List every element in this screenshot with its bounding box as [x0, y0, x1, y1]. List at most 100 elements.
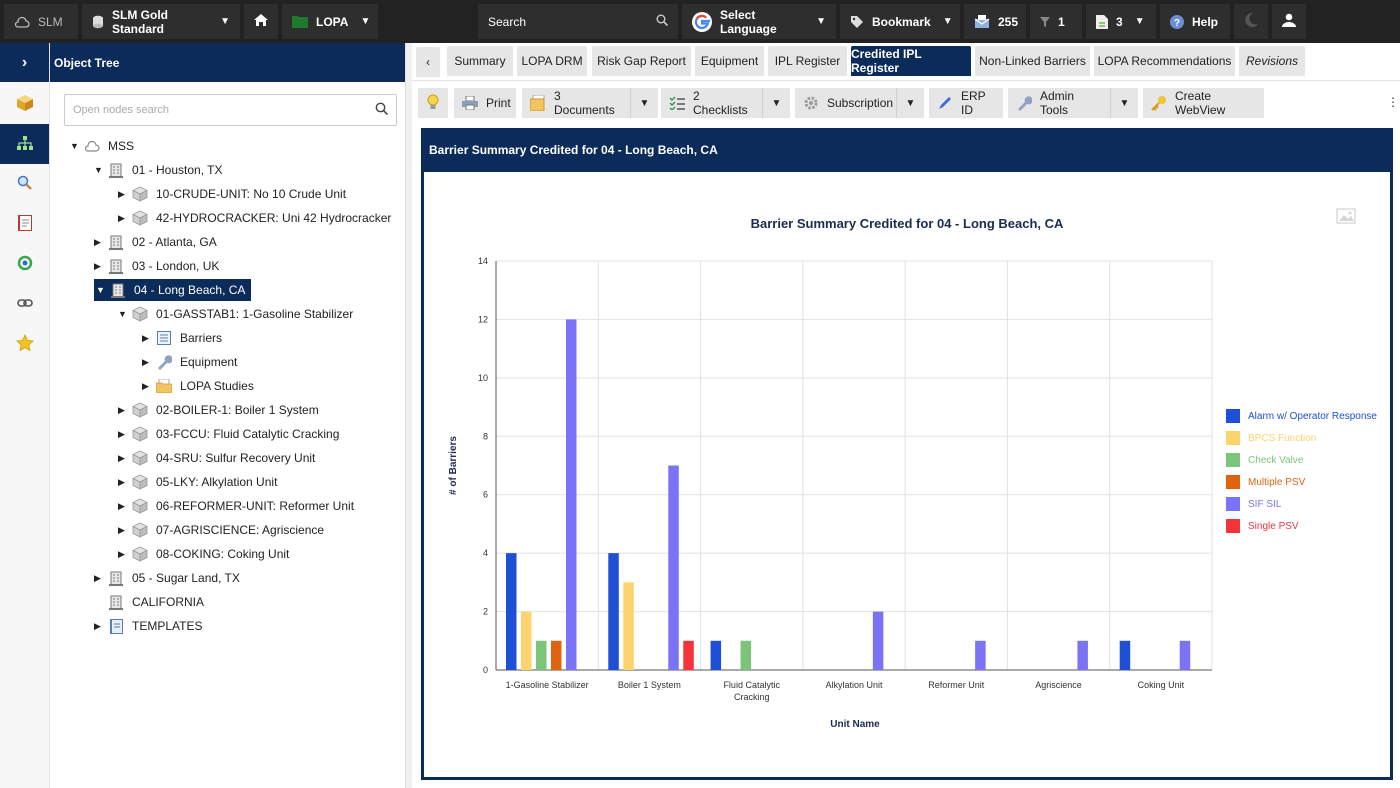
legend-item[interactable]: Check Valve	[1226, 453, 1303, 467]
tree-node[interactable]: ▶ LOPA Studies	[142, 375, 254, 397]
collapsed-toggle-icon[interactable]: ▶	[94, 620, 101, 631]
global-search-input[interactable]: Search	[478, 4, 678, 39]
print-button[interactable]: Print	[454, 88, 516, 118]
tree-node[interactable]: ▼ 01-GASSTAB1: 1-Gasoline Stabilizer	[118, 303, 353, 325]
rail-refresh-button[interactable]	[0, 244, 49, 284]
legend-item[interactable]: SIF SIL	[1226, 497, 1281, 511]
expanded-toggle-icon[interactable]: ▼	[94, 165, 103, 175]
tab-label: LOPA DRM	[521, 54, 583, 68]
help-button[interactable]: ? Help	[1160, 4, 1230, 39]
slm-home-button[interactable]: SLM	[4, 4, 78, 39]
subscription-menu-button[interactable]: Subscription ▼	[795, 88, 924, 118]
user-menu-button[interactable]	[1272, 4, 1306, 39]
panel-splitter[interactable]	[405, 43, 412, 788]
tab-summary[interactable]: Summary	[447, 46, 513, 76]
tree-node[interactable]: CALIFORNIA	[94, 591, 204, 613]
home-button[interactable]	[244, 4, 278, 39]
language-selector[interactable]: Select Language ▼	[682, 4, 836, 39]
tips-button[interactable]	[418, 88, 448, 118]
rail-assets-button[interactable]	[0, 84, 49, 124]
collapsed-toggle-icon[interactable]: ▶	[118, 476, 125, 487]
tree-node[interactable]: ▶ 08-COKING: Coking Unit	[118, 543, 289, 565]
admin-tools-menu-button[interactable]: Admin Tools ▼	[1008, 88, 1138, 118]
tree-node[interactable]: ▶ Barriers	[142, 327, 222, 349]
more-options-icon[interactable]: ⋮	[1387, 95, 1399, 109]
tab-equipment[interactable]: Equipment	[695, 46, 764, 76]
collapsed-toggle-icon[interactable]: ▶	[118, 500, 125, 511]
collapsed-toggle-icon[interactable]: ▶	[118, 524, 125, 535]
theme-toggle-button[interactable]	[1234, 4, 1268, 39]
create-webview-button[interactable]: Create WebView	[1143, 88, 1264, 118]
tree-node[interactable]: ▶ 10-CRUDE-UNIT: No 10 Crude Unit	[118, 183, 346, 205]
module-selector[interactable]: LOPA ▼	[282, 4, 378, 39]
legend-item[interactable]: BPCS Function	[1226, 431, 1316, 445]
documents-menu-button[interactable]: 3 Documents ▼	[522, 88, 658, 118]
object-tree-header: Object Tree	[50, 43, 405, 82]
collapsed-toggle-icon[interactable]: ▶	[142, 332, 149, 343]
magnifier-icon	[17, 175, 33, 194]
workspace-selector[interactable]: SLM Gold Standard ▼	[82, 4, 240, 39]
tree-node[interactable]: ▶ 06-REFORMER-UNIT: Reformer Unit	[118, 495, 354, 517]
filter-button[interactable]: 1	[1030, 4, 1082, 39]
tree-node[interactable]: ▶ 03 - London, UK	[94, 255, 219, 277]
chevron-down-icon[interactable]: ▼	[630, 88, 658, 118]
tab-non-linked-barriers[interactable]: Non-Linked Barriers	[975, 46, 1090, 76]
collapsed-toggle-icon[interactable]: ▶	[142, 380, 149, 391]
tab-lopa-drm[interactable]: LOPA DRM	[517, 46, 587, 76]
expanded-toggle-icon[interactable]: ▼	[70, 141, 79, 151]
tree-node[interactable]: ▶ 02 - Atlanta, GA	[94, 231, 217, 253]
building-icon	[108, 594, 124, 610]
tree-search-input[interactable]: Open nodes search	[64, 94, 397, 126]
tree-node-label: MSS	[108, 139, 135, 153]
tab-lopa-recommendations[interactable]: LOPA Recommendations	[1094, 46, 1235, 76]
tree-node[interactable]: ▼ MSS	[70, 135, 134, 157]
rail-reports-button[interactable]	[0, 204, 49, 244]
collapsed-toggle-icon[interactable]: ▶	[94, 260, 101, 271]
tree-node[interactable]: ▶ 04-SRU: Sulfur Recovery Unit	[118, 447, 315, 469]
collapsed-toggle-icon[interactable]: ▶	[118, 452, 125, 463]
rail-search-button[interactable]	[0, 164, 49, 204]
tree-node[interactable]: ▼ 04 - Long Beach, CA	[94, 279, 252, 301]
tree-node[interactable]: ▶ 42-HYDROCRACKER: Uni 42 Hydrocracker	[118, 207, 391, 229]
collapsed-toggle-icon[interactable]: ▶	[118, 548, 125, 559]
tab-risk-gap-report[interactable]: Risk Gap Report	[592, 46, 691, 76]
legend-label: BPCS Function	[1248, 432, 1317, 444]
tree-node[interactable]: ▶ 07-AGRISCIENCE: Agriscience	[118, 519, 324, 541]
expand-rail-button[interactable]: ›	[0, 43, 49, 82]
collapsed-toggle-icon[interactable]: ▶	[94, 236, 101, 247]
collapsed-toggle-icon[interactable]: ▶	[118, 188, 125, 199]
tab-credited-ipl-register[interactable]: Credited IPL Register	[851, 46, 971, 76]
tree-node[interactable]: ▶ 05 - Sugar Land, TX	[94, 567, 240, 589]
bookmark-button[interactable]: Bookmark ▼	[840, 4, 960, 39]
tree-node[interactable]: ▶ Equipment	[142, 351, 237, 373]
collapsed-toggle-icon[interactable]: ▶	[118, 404, 125, 415]
tree-node[interactable]: ▶ TEMPLATES	[94, 615, 202, 637]
expanded-toggle-icon[interactable]: ▼	[96, 285, 105, 295]
rail-tree-button[interactable]	[0, 124, 49, 164]
cube-icon	[132, 498, 148, 514]
tree-node[interactable]: ▶ 05-LKY: Alkylation Unit	[118, 471, 277, 493]
collapsed-toggle-icon[interactable]: ▶	[94, 572, 101, 583]
tree-node[interactable]: ▶ 02-BOILER-1: Boiler 1 System	[118, 399, 319, 421]
erp-id-button[interactable]: ERP ID	[929, 88, 1003, 118]
tree-node[interactable]: ▶ 03-FCCU: Fluid Catalytic Cracking	[118, 423, 339, 445]
chevron-down-icon[interactable]: ▼	[762, 88, 790, 118]
checklists-menu-button[interactable]: 2 Checklists ▼	[661, 88, 790, 118]
documents-button[interactable]: 3 ▼	[1086, 4, 1156, 39]
legend-item[interactable]: Single PSV	[1226, 519, 1299, 533]
tree-node[interactable]: ▼ 01 - Houston, TX	[94, 159, 223, 181]
collapsed-toggle-icon[interactable]: ▶	[142, 356, 149, 367]
chevron-down-icon[interactable]: ▼	[896, 88, 924, 118]
rail-links-button[interactable]	[0, 284, 49, 324]
collapsed-toggle-icon[interactable]: ▶	[118, 428, 125, 439]
inbox-button[interactable]: 255	[964, 4, 1026, 39]
tab-revisions[interactable]: Revisions	[1239, 46, 1305, 76]
tab-ipl-register[interactable]: IPL Register	[768, 46, 847, 76]
expanded-toggle-icon[interactable]: ▼	[118, 309, 127, 319]
collapsed-toggle-icon[interactable]: ▶	[118, 212, 125, 223]
chevron-down-icon[interactable]: ▼	[1110, 88, 1138, 118]
legend-item[interactable]: Alarm w/ Operator Response	[1226, 409, 1377, 423]
rail-favorites-button[interactable]	[0, 324, 49, 364]
legend-item[interactable]: Multiple PSV	[1226, 475, 1305, 489]
collapse-tree-button[interactable]: ‹	[416, 47, 440, 77]
